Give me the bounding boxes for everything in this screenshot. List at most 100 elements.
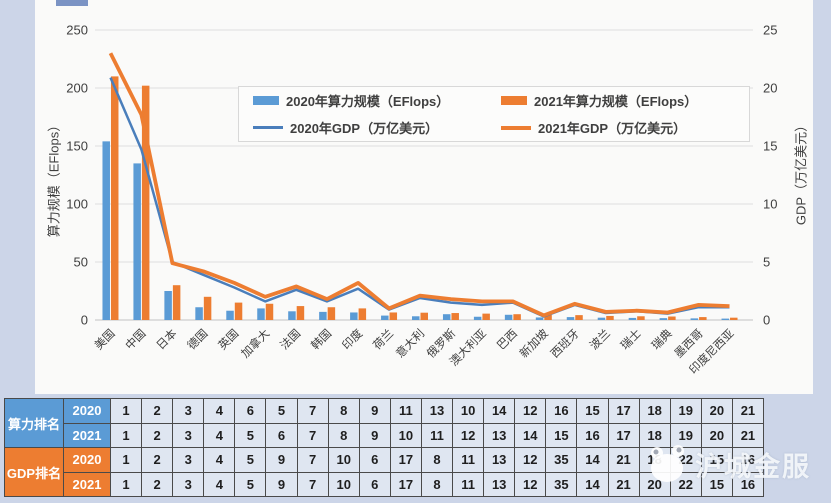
rank-cell: 21 xyxy=(731,398,764,424)
bar-西班牙 xyxy=(575,315,583,320)
rank-cell: 12 xyxy=(514,471,547,497)
rank-cell: 13 xyxy=(483,447,516,473)
rank-cell: 2 xyxy=(141,471,174,497)
computing-power-gdp-chart: 0 0 50 5 100 10 150 15 200 20 250 25 美国 中国 日本 德国 英国 加拿大 法国… xyxy=(35,0,813,394)
rank-cell: 17 xyxy=(607,398,640,424)
rank-cell: 7 xyxy=(296,398,329,424)
rank-cell: 4 xyxy=(203,398,236,424)
rank-cell: 11 xyxy=(389,398,422,424)
left-axis-tick: 100 xyxy=(66,197,88,212)
rank-cell: 8 xyxy=(327,422,360,448)
chart-panel-bg xyxy=(35,0,813,394)
rank-cell: 6 xyxy=(358,447,391,473)
year-cell: 2021 xyxy=(63,471,111,497)
rank-cell: 1 xyxy=(109,447,143,473)
rank-cell: 12 xyxy=(514,398,547,424)
bar-澳大利亚 xyxy=(482,313,490,320)
ranking-table: 算力排名 2020 1 2 3 4 6 5 7 8 9 11 13 10 14 12 16 15 17 18 19 20 2… xyxy=(4,398,764,497)
table-row: 算力排名 2020 1 2 3 4 6 5 7 8 9 11 13 10 14 12 16 15 17 18 19 20 2… xyxy=(4,398,764,448)
rank-cell: 7 xyxy=(296,447,329,473)
rank-cell: 4 xyxy=(203,471,236,497)
rank-cell: 6 xyxy=(265,422,298,448)
rank-cell: 17 xyxy=(389,471,422,497)
rank-cell: 13 xyxy=(420,398,454,424)
rank-cell: 21 xyxy=(607,447,640,473)
bar-印度尼西亚 xyxy=(721,318,730,320)
bar-澳大利亚 xyxy=(473,316,482,320)
bar-新加坡 xyxy=(544,314,552,320)
bar-德国 xyxy=(195,307,203,320)
year-cell: 2020 xyxy=(63,398,111,424)
rank-cell: 21 xyxy=(607,471,640,497)
table-row: 2021 1 2 3 4 5 6 7 8 9 10 11 12 13 14 15 16 17 18 19 20 21 xyxy=(5,422,764,448)
rank-cell: 19 xyxy=(669,398,702,424)
chart-legend: 2020年算力规模（EFlops） 2021年算力规模（EFlops） 2020… xyxy=(238,86,750,142)
gdp-line xyxy=(108,52,730,318)
legend-label: 2020年GDP（万亿美元） xyxy=(290,121,439,136)
rank-cell: 3 xyxy=(172,447,205,473)
line-swatch-2021-icon xyxy=(501,125,531,130)
legend-label: 2021年GDP（万亿美元） xyxy=(538,121,687,136)
rank-cell: 6 xyxy=(234,398,267,424)
legend-item-bar-2020: 2020年算力规模（EFlops） xyxy=(253,91,501,110)
bar-swatch-2020-icon xyxy=(253,96,279,105)
bar-美国 xyxy=(102,141,110,320)
rank-cell: 16 xyxy=(545,398,578,424)
left-axis-tick: 150 xyxy=(66,139,88,154)
rank-cell: 4 xyxy=(203,422,236,448)
rank-cell: 11 xyxy=(420,422,454,448)
bar-德国 xyxy=(203,296,212,320)
bar-韩国 xyxy=(319,311,327,320)
right-axis-tick: 0 xyxy=(763,313,770,328)
rank-cell: 10 xyxy=(452,398,485,424)
right-axis-title: GDP（万亿美元） xyxy=(793,118,809,226)
bar-加拿大 xyxy=(265,303,274,320)
rank-cell: 18 xyxy=(638,422,671,448)
rank-cell: 2 xyxy=(141,422,174,448)
rank-cell: 13 xyxy=(483,471,516,497)
rank-cell: 22 xyxy=(669,471,702,497)
rank-cell: 11 xyxy=(452,447,485,473)
bar-瑞士 xyxy=(637,316,645,320)
rank-cell: 10 xyxy=(389,422,422,448)
right-axis-tick: 25 xyxy=(763,23,777,38)
decor-notch xyxy=(56,0,88,6)
year-cell: 2020 xyxy=(63,447,111,473)
table-row: GDP排名 2020 1 2 3 4 5 9 7 10 6 17 8 11 13 12 35 14 21 18 22 15… xyxy=(4,447,764,497)
right-axis-tick: 5 xyxy=(763,255,770,270)
rank-cell: 8 xyxy=(420,471,454,497)
bar-韩国 xyxy=(327,307,336,320)
rank-cell: 10 xyxy=(327,447,360,473)
rank-cell: 14 xyxy=(483,398,516,424)
left-axis-tick: 250 xyxy=(66,23,88,38)
rank-cell: 2 xyxy=(141,398,174,424)
left-axis-tick: 50 xyxy=(74,255,88,270)
bar-中国 xyxy=(141,85,150,321)
legend-item-bar-2021: 2021年算力规模（EFlops） xyxy=(501,91,749,110)
bar-新加坡 xyxy=(535,317,544,320)
row-group-header: GDP排名 xyxy=(4,447,64,497)
rank-cell: 9 xyxy=(358,422,391,448)
rank-cell: 1 xyxy=(109,471,143,497)
bar-中国 xyxy=(133,163,141,320)
bar-印度 xyxy=(350,312,358,320)
rank-cell: 16 xyxy=(731,447,764,473)
rank-cell: 6 xyxy=(358,471,391,497)
rank-cell: 15 xyxy=(545,422,578,448)
rank-cell: 3 xyxy=(172,422,205,448)
bar-日本 xyxy=(164,291,172,320)
rank-cell: 15 xyxy=(700,471,733,497)
rank-cell: 8 xyxy=(327,398,360,424)
bar-墨西哥 xyxy=(690,318,699,320)
bar-日本 xyxy=(172,285,181,320)
bar-swatch-2021-icon xyxy=(501,96,527,105)
bar-波兰 xyxy=(606,315,614,320)
year-cell: 2021 xyxy=(63,422,111,448)
bar-瑞典 xyxy=(659,318,668,320)
rank-cell: 13 xyxy=(483,422,516,448)
rank-cell: 17 xyxy=(389,447,422,473)
rank-cell: 4 xyxy=(203,447,236,473)
bar-意大利 xyxy=(412,316,420,320)
legend-label: 2021年算力规模（EFlops） xyxy=(534,94,698,109)
